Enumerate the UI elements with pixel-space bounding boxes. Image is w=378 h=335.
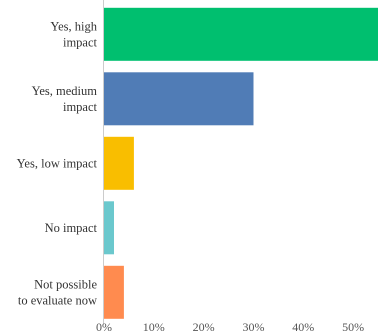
- category-label-line: Yes, low impact: [17, 156, 98, 170]
- category-labels-group: Yes, high impact Yes, medium impact Yes, low…: [17, 19, 98, 307]
- category-label-1: Yes, medium impact: [32, 84, 98, 114]
- category-label-line: No impact: [45, 221, 98, 235]
- x-tick-label-3: 30%: [243, 320, 265, 334]
- x-tick-label-0: 0%: [96, 320, 112, 334]
- x-tick-label-2: 20%: [193, 320, 215, 334]
- bar-2: [104, 136, 134, 190]
- bar-1: [104, 72, 254, 126]
- bars-group: [104, 7, 378, 319]
- bar-3: [104, 201, 114, 255]
- category-label-line: Not possible: [34, 277, 97, 291]
- x-tick-labels-group: 0% 10% 20% 30% 40% 50%: [96, 320, 364, 334]
- bar-0: [104, 7, 378, 61]
- category-label-line: Yes, medium: [32, 84, 98, 98]
- bar-4: [104, 265, 124, 319]
- category-label-0: Yes, high impact: [50, 19, 97, 49]
- category-label-line: Yes, high: [50, 19, 97, 33]
- x-tick-label-5: 50%: [342, 320, 364, 334]
- category-label-line: to evaluate now: [18, 293, 97, 307]
- category-label-line: impact: [63, 100, 98, 114]
- x-tick-label-1: 10%: [143, 320, 165, 334]
- category-label-line: impact: [63, 35, 98, 49]
- x-tick-label-4: 40%: [292, 320, 314, 334]
- category-label-4: Not possible to evaluate now: [18, 277, 98, 307]
- category-label-2: Yes, low impact: [17, 156, 98, 170]
- category-label-3: No impact: [45, 221, 98, 235]
